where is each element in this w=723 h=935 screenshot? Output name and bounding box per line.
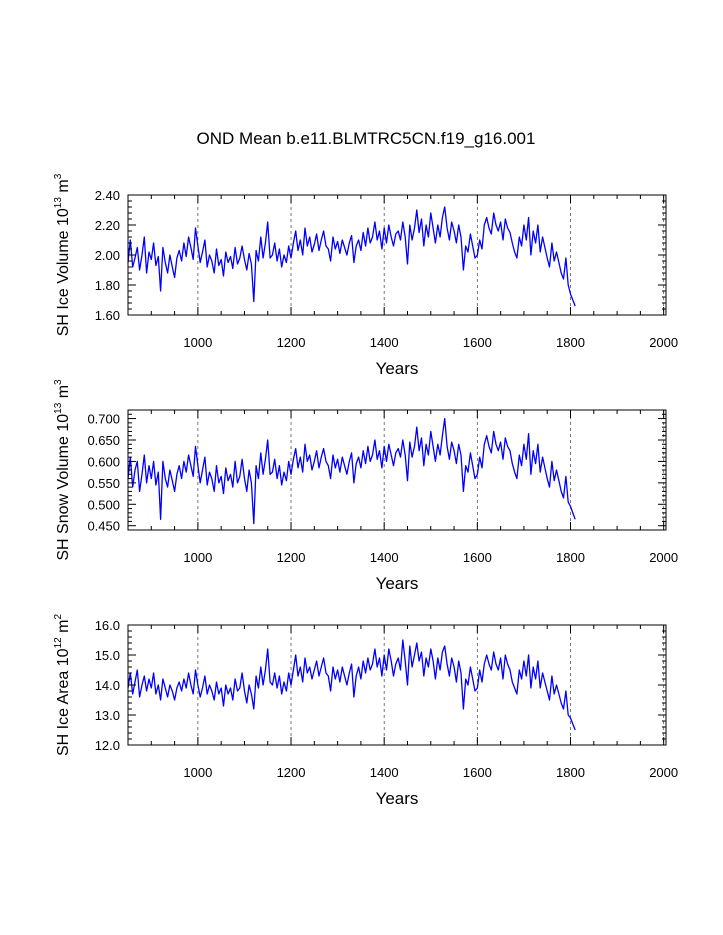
ice-area-series-line: [127, 639, 576, 731]
ice-area-panel: 1000 1200 1400 1600 1800 2000 12.0 13.0 14.0 15.0…: [53, 614, 678, 808]
snow-volume-xtick-label: 2000: [649, 550, 678, 565]
ice-volume-xtick-label: 1000: [183, 335, 212, 350]
ice-volume-ylabel-main: SH Ice Volume 10: [55, 208, 72, 336]
ice-volume-xtick-label: 1400: [370, 335, 399, 350]
snow-volume-ytick-label: 0.700: [87, 412, 120, 427]
snow-volume-xtick-label: 1400: [370, 550, 399, 565]
ice-area-xtick-label: 1000: [183, 765, 212, 780]
ice-volume-ylabel-unit: m: [55, 179, 72, 197]
ice-volume-ytick-label: 1.60: [95, 308, 120, 323]
ice-area-ylabel-unit: m: [55, 620, 72, 638]
snow-volume-ytick-label: 0.550: [87, 476, 120, 491]
ice-area-xlabel: Years: [376, 789, 419, 808]
ice-volume-xtick-label: 1200: [277, 335, 306, 350]
ice-area-xtick-label: 1400: [370, 765, 399, 780]
snow-volume-ylabel-main: SH Snow Volume 10: [55, 414, 72, 561]
ice-volume-panel: 1000 1200 1400 1600 1800 2000 1.60 1.80 2.00 2.20…: [53, 173, 678, 378]
snow-volume-xlabel: Years: [376, 574, 419, 593]
ice-volume-series-line: [127, 206, 576, 307]
ice-volume-ylabel-unit-exp: 3: [53, 173, 64, 179]
ice-area-ytick-label: 12.0: [95, 738, 120, 753]
ice-area-ytick-label: 16.0: [95, 618, 120, 633]
ice-volume-ylabel: SH Ice Volume 1013 m3: [53, 173, 72, 336]
snow-volume-xtick-label: 1200: [277, 550, 306, 565]
snow-volume-xtick-label: 1800: [556, 550, 585, 565]
ice-area-xtick-label: 1800: [556, 765, 585, 780]
figure-title: OND Mean b.e11.BLMTRC5CN.f19_g16.001: [197, 129, 536, 148]
snow-volume-ylabel: SH Snow Volume 1013 m3: [53, 379, 72, 561]
ice-volume-xtick-label: 2000: [649, 335, 678, 350]
ice-volume-xlabel: Years: [376, 359, 419, 378]
snow-volume-series-line: [127, 417, 576, 525]
snow-volume-ytick-label: 0.600: [87, 454, 120, 469]
ice-area-xtick-label: 1200: [277, 765, 306, 780]
ice-volume-ytick-label: 2.20: [95, 218, 120, 233]
ice-area-ytick-label: 13.0: [95, 708, 120, 723]
ice-area-ylabel: SH Ice Area 1012 m2: [53, 614, 72, 757]
ice-area-ylabel-exp: 12: [53, 637, 64, 649]
ice-volume-ytick-label: 1.80: [95, 278, 120, 293]
snow-volume-ytick-label: 0.650: [87, 433, 120, 448]
ice-volume-ylabel-exp: 13: [53, 197, 64, 209]
ice-area-plot-frame: [127, 624, 667, 746]
snow-volume-ylabel-unit-exp: 3: [53, 379, 64, 385]
snow-volume-xtick-label: 1000: [183, 550, 212, 565]
ice-area-ytick-label: 15.0: [95, 648, 120, 663]
ice-area-ytick-label: 14.0: [95, 678, 120, 693]
snow-volume-ylabel-unit: m: [55, 385, 72, 403]
ice-volume-ytick-label: 2.40: [95, 188, 120, 203]
snow-volume-ylabel-exp: 13: [53, 402, 64, 414]
snow-volume-ytick-label: 0.450: [87, 519, 120, 534]
snow-volume-ytick-label: 0.500: [87, 497, 120, 512]
ice-volume-ytick-label: 2.00: [95, 248, 120, 263]
panels: 1000 1200 1400 1600 1800 2000 1.60 1.80 2.00 2.20…: [53, 173, 678, 808]
ice-volume-xtick-label: 1600: [463, 335, 492, 350]
ice-area-ylabel-unit-exp: 2: [53, 614, 64, 620]
snow-volume-plot-frame: [127, 409, 667, 531]
ice-volume-plot-frame: [127, 194, 667, 316]
snow-volume-xtick-label: 1600: [463, 550, 492, 565]
ice-volume-xtick-label: 1800: [556, 335, 585, 350]
snow-volume-panel: 1000 1200 1400 1600 1800 2000 0.450 0.500 0.550 0…: [53, 379, 678, 593]
ice-area-xtick-label: 2000: [649, 765, 678, 780]
ice-area-xtick-label: 1600: [463, 765, 492, 780]
ice-area-ylabel-main: SH Ice Area 10: [55, 648, 72, 756]
